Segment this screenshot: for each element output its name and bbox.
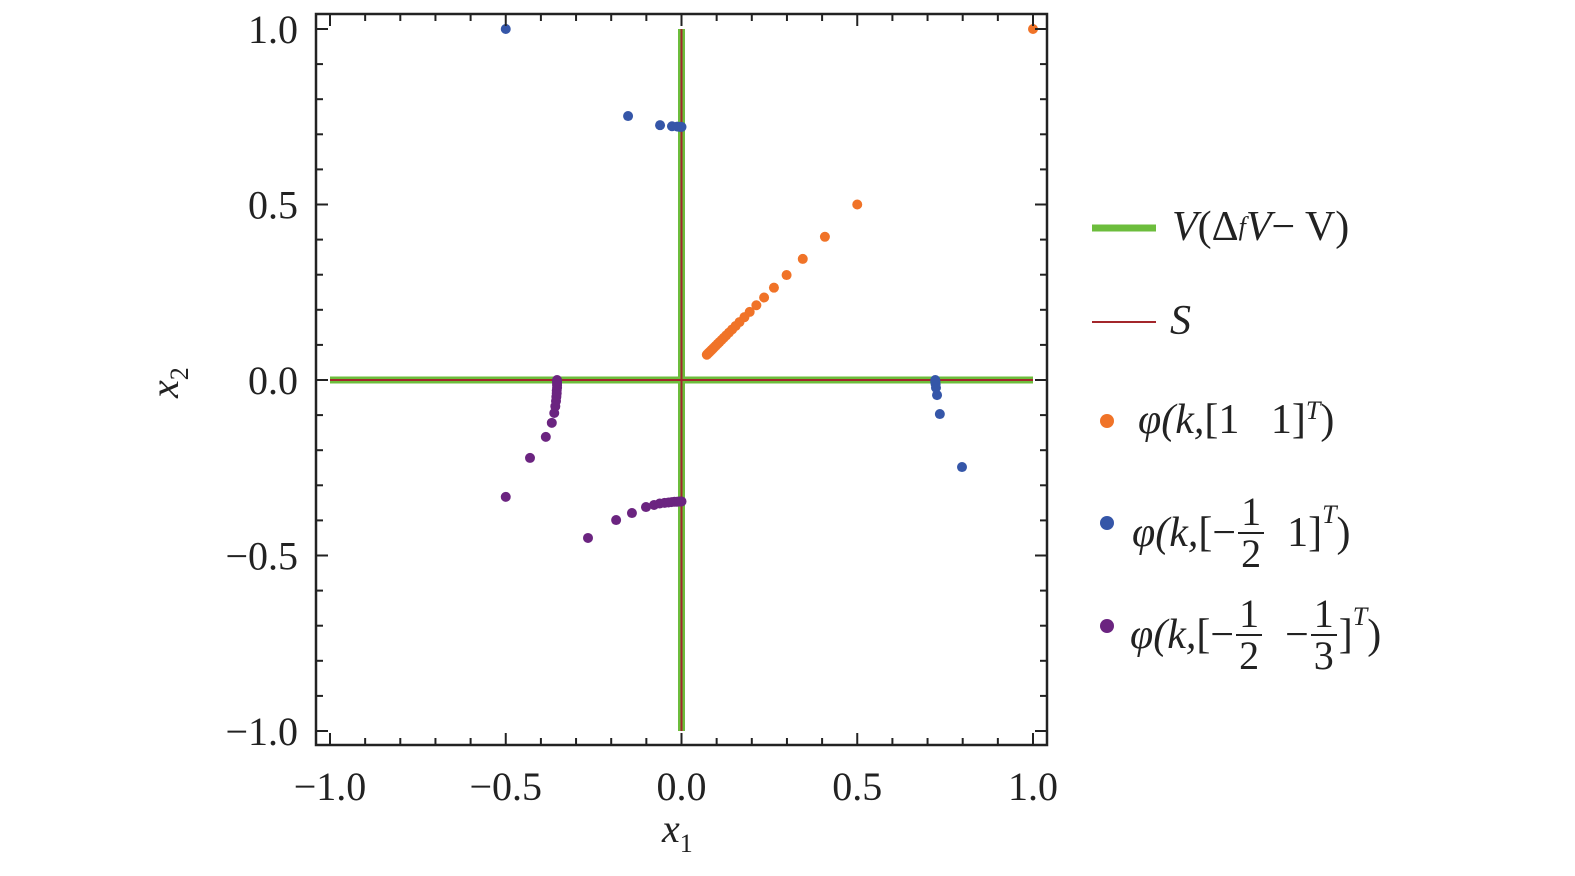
blue-point [932,390,943,401]
x-axis-label: x1 [661,806,693,858]
axis-ticks [316,14,1047,745]
data-points [500,24,1038,543]
orange-point [759,292,770,303]
blue-point [676,121,687,132]
purple-point [583,532,594,543]
purple-point [540,431,551,442]
blue-point [956,462,967,473]
purple-point [626,508,637,519]
legend-entry-orange: φ (k, [1 1] T) [1138,396,1335,443]
orange-point [797,253,808,264]
legend-swatch-blue-dot [1100,516,1114,530]
y-tick-label: 0.0 [248,358,298,403]
orange-point [1028,24,1038,34]
legend-entry-s: S [1170,298,1191,344]
orange-point [701,349,712,360]
purple-point [640,502,651,513]
blue-point [934,409,945,420]
y-tick-label: 0.5 [248,183,298,228]
legend-swatch-purple-dot [1100,619,1114,633]
orange-point [781,270,792,281]
blue-point [623,111,634,122]
purple-point [676,496,687,507]
purple-point [546,417,557,428]
blue-point [500,24,511,34]
y-tick-label: 1.0 [248,7,298,52]
orange-point [852,199,863,210]
legend-swatch-orange-dot [1100,414,1114,428]
blue-point [930,375,941,385]
legend-entry-v: V (Δ f V − V) [1172,204,1350,250]
blue-point [655,120,666,131]
y-tick-label: −1.0 [225,709,298,754]
purple-point [500,491,511,502]
orange-point [768,282,779,293]
tick-labels: −1.0 −0.5 0.0 0.5 1.0 1.0 0.5 0.0 −0.5 −1.0 [225,7,1058,809]
purple-point [611,515,622,526]
orange-point [751,300,762,311]
x-tick-label: −0.5 [469,764,542,809]
y-axis-label: x2 [142,367,194,399]
orange-point [819,231,830,242]
x-tick-label: 1.0 [1008,764,1058,809]
purple-point [552,375,563,385]
x-tick-label: 0.5 [832,764,882,809]
y-tick-label: −0.5 [225,534,298,579]
curve-lines [330,29,1033,731]
x-tick-label: 0.0 [657,764,707,809]
x-tick-label: −1.0 [294,764,367,809]
purple-point [525,452,536,463]
